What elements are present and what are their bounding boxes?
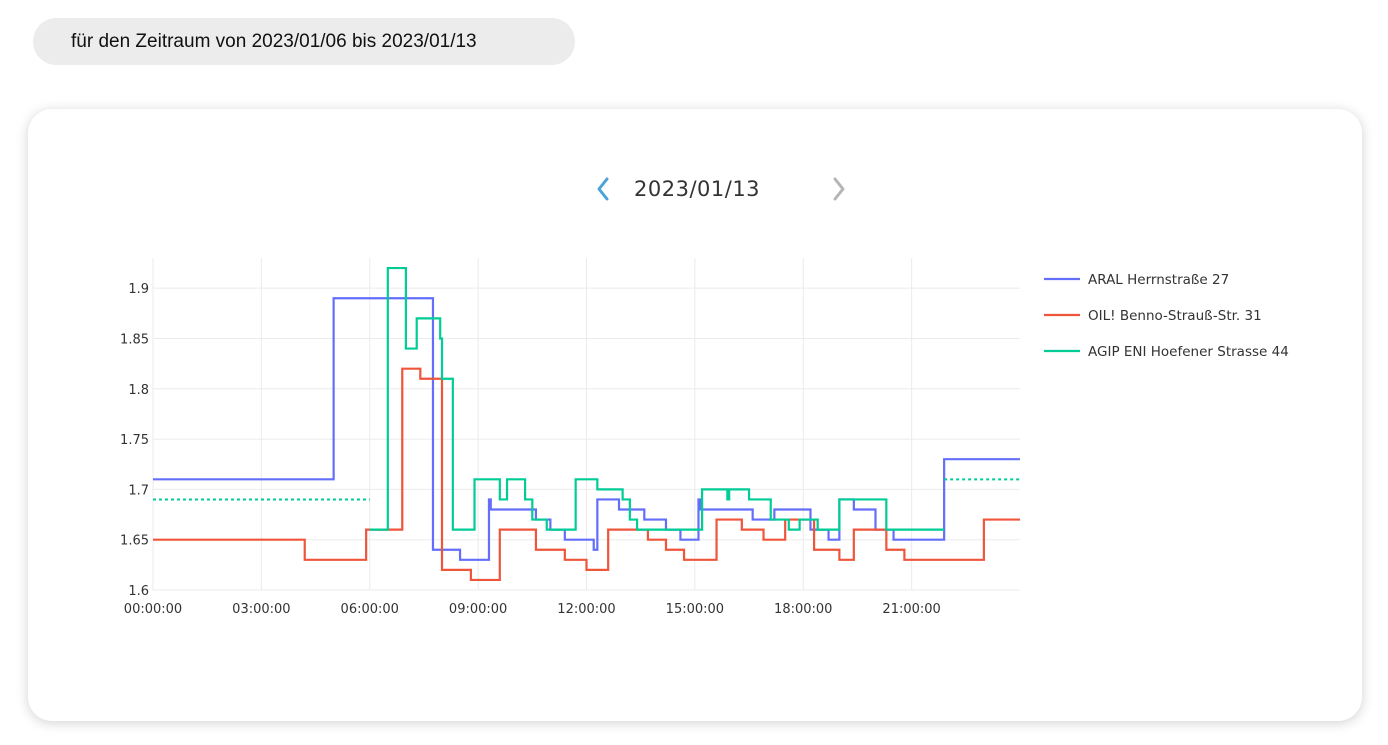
chevron-left-icon: [597, 177, 609, 201]
legend-item[interactable]: OIL! Benno-Strauß-Str. 31: [1044, 308, 1262, 324]
legend-item[interactable]: AGIP ENI Hoefener Strasse 44: [1044, 344, 1289, 360]
x-axis-ticks: 00:00:00 03:00:00 06:00:00 09:00:00 12:00:00…: [124, 602, 941, 617]
y-tick-label: 1.8: [128, 383, 149, 398]
y-tick-label: 1.6: [128, 584, 149, 599]
x-tick-label: 09:00:00: [449, 602, 507, 617]
prev-day-button[interactable]: [588, 169, 618, 209]
series-line-2: [369, 266, 945, 531]
y-tick-label: 1.85: [120, 332, 149, 347]
y-tick-label: 1.9: [128, 282, 149, 297]
x-tick-label: 06:00:00: [341, 602, 399, 617]
legend-item[interactable]: ARAL Herrnstraße 27: [1044, 272, 1229, 288]
legend-label: ARAL Herrnstraße 27: [1088, 272, 1229, 288]
x-tick-label: 15:00:00: [666, 602, 724, 617]
legend-label: AGIP ENI Hoefener Strasse 44: [1088, 344, 1289, 360]
series-line-1: [153, 367, 1020, 582]
y-tick-label: 1.7: [128, 483, 149, 498]
legend-label: OIL! Benno-Strauß-Str. 31: [1088, 308, 1262, 324]
current-date: 2023/01/13: [634, 177, 761, 201]
date-navigator: 2023/01/13: [588, 169, 854, 209]
period-label: für den Zeitraum von 2023/01/06 bis 2023…: [33, 18, 575, 65]
chevron-right-icon: [833, 177, 845, 201]
chart-series: [153, 266, 1020, 582]
x-tick-label: 00:00:00: [124, 602, 182, 617]
y-axis-ticks: 1.6 1.65 1.7 1.75 1.8 1.85 1.9: [120, 282, 149, 599]
x-tick-label: 21:00:00: [882, 602, 940, 617]
y-tick-label: 1.65: [120, 534, 149, 549]
x-tick-label: 03:00:00: [232, 602, 290, 617]
y-tick-label: 1.75: [120, 433, 149, 448]
x-tick-label: 18:00:00: [774, 602, 832, 617]
next-day-button[interactable]: [824, 169, 854, 209]
x-tick-label: 12:00:00: [557, 602, 615, 617]
chart-legend: ARAL Herrnstraße 27 OIL! Benno-Strauß-Str…: [1044, 272, 1289, 360]
